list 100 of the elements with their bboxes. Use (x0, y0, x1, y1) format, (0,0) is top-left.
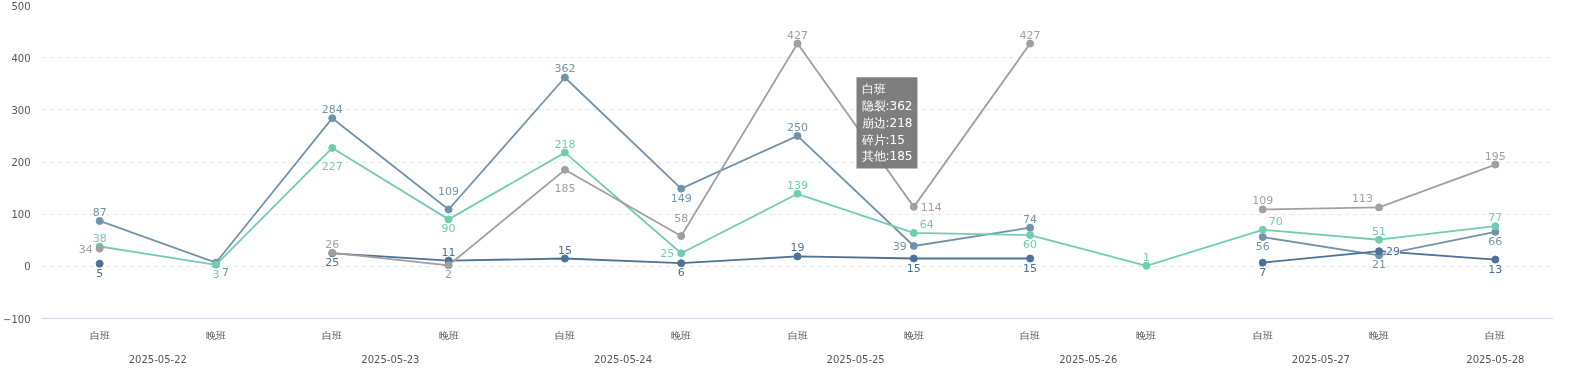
data-label: 149 (670, 191, 692, 205)
point (560, 148, 569, 157)
text: 2025-05-27 (1291, 353, 1350, 365)
text: 2025-05-25 (826, 353, 885, 365)
point (1026, 254, 1035, 263)
point (1491, 222, 1500, 231)
data-label: 2 (445, 268, 453, 282)
data-label: 58 (674, 212, 689, 226)
data-label: 109 (438, 185, 460, 199)
point (677, 184, 686, 193)
point (444, 261, 453, 270)
x-tick-label: 白班 (89, 329, 110, 341)
point (1258, 225, 1267, 234)
point (677, 259, 686, 268)
annotation: 隐裂:362 (861, 99, 913, 114)
text: 2025-05-28 (1466, 353, 1525, 365)
data-label: 77 (1488, 211, 1503, 225)
data-label: 1 (1142, 250, 1150, 264)
annotation: 碎片:15 (860, 132, 905, 147)
point (793, 189, 802, 198)
point (1026, 39, 1035, 48)
data-label: 15 (906, 261, 921, 275)
point (793, 39, 802, 48)
x-tick-label: 白班 (322, 329, 343, 341)
point (793, 252, 802, 261)
point (1258, 205, 1267, 214)
point (1375, 247, 1384, 256)
point (560, 254, 569, 263)
data-label: 38 (92, 231, 107, 245)
y-tick-label: 400 (11, 52, 31, 64)
data-label: 114 (920, 200, 942, 214)
point (1258, 233, 1267, 242)
data-label: 90 (441, 222, 456, 236)
data-label: 21 (1372, 258, 1387, 272)
y-tick-label: 0 (24, 261, 31, 273)
x-tick-label: 晚班 (205, 329, 226, 341)
point (909, 202, 918, 211)
annotation: 白班 (861, 82, 886, 97)
x-tick-label: 晚班 (1136, 329, 1157, 341)
data-label: 5 (96, 266, 104, 280)
text: 2025-05-22 (128, 353, 187, 365)
point (1026, 223, 1035, 232)
data-label: 139 (787, 178, 808, 192)
data-label: 19 (790, 241, 805, 255)
data-label: 427 (1019, 28, 1041, 42)
data-label: 15 (557, 243, 572, 257)
data-label: 195 (1484, 149, 1506, 163)
x-tick-label: 白班 (1252, 329, 1273, 341)
text: 2025-05-23 (361, 353, 420, 365)
x-tick-label: 白班 (1485, 329, 1506, 341)
data-label: 218 (554, 137, 576, 151)
point (677, 249, 686, 258)
x-tick-label: 白班 (787, 329, 808, 341)
data-label: 70 (1268, 214, 1283, 228)
point (560, 73, 569, 82)
annotation: 崩边:218 (861, 115, 913, 130)
data-label: 60 (1023, 238, 1038, 252)
point (95, 216, 104, 225)
point (1491, 160, 1500, 169)
point (95, 259, 104, 268)
data-label: 427 (787, 28, 808, 42)
annotation: 其他:185 (861, 149, 913, 164)
data-label: 25 (325, 256, 340, 270)
x-tick-label: 白班 (1020, 329, 1041, 341)
data-label: 6 (677, 266, 685, 280)
y-tick-label: 100 (11, 209, 31, 221)
text: 2025-05-24 (593, 353, 653, 365)
data-label: 109 (1252, 194, 1274, 208)
point (444, 215, 453, 224)
data-label: 15 (1023, 261, 1038, 275)
x-tick-label: 晚班 (438, 329, 459, 341)
data-label: 29 (1386, 245, 1401, 259)
point (560, 165, 569, 174)
data-label: 113 (1352, 192, 1374, 206)
data-label: 34 (78, 242, 93, 256)
point (328, 114, 337, 123)
point (793, 131, 802, 140)
text: 2025-05-26 (1059, 353, 1118, 365)
data-label: 39 (892, 239, 907, 253)
data-label: 7 (221, 265, 229, 279)
data-label: 87 (92, 205, 107, 219)
y-tick-label: 200 (11, 157, 31, 168)
y-tick-label: 500 (11, 0, 31, 12)
data-label: 13 (1488, 262, 1503, 276)
data-label: 25 (660, 247, 675, 261)
point (444, 205, 453, 214)
point (1491, 255, 1500, 264)
x-tick-label: 晚班 (1369, 329, 1390, 341)
point (1375, 203, 1384, 212)
data-label: 74 (1023, 212, 1038, 226)
point (1258, 258, 1267, 267)
point (909, 228, 918, 237)
point (677, 232, 686, 241)
x-tick-label: 晚班 (671, 329, 692, 341)
point (909, 242, 918, 250)
data-label: 3 (212, 267, 220, 281)
point (909, 254, 918, 263)
data-label: 250 (787, 120, 808, 134)
data-label: 362 (554, 62, 576, 76)
data-label: 51 (1372, 224, 1387, 238)
